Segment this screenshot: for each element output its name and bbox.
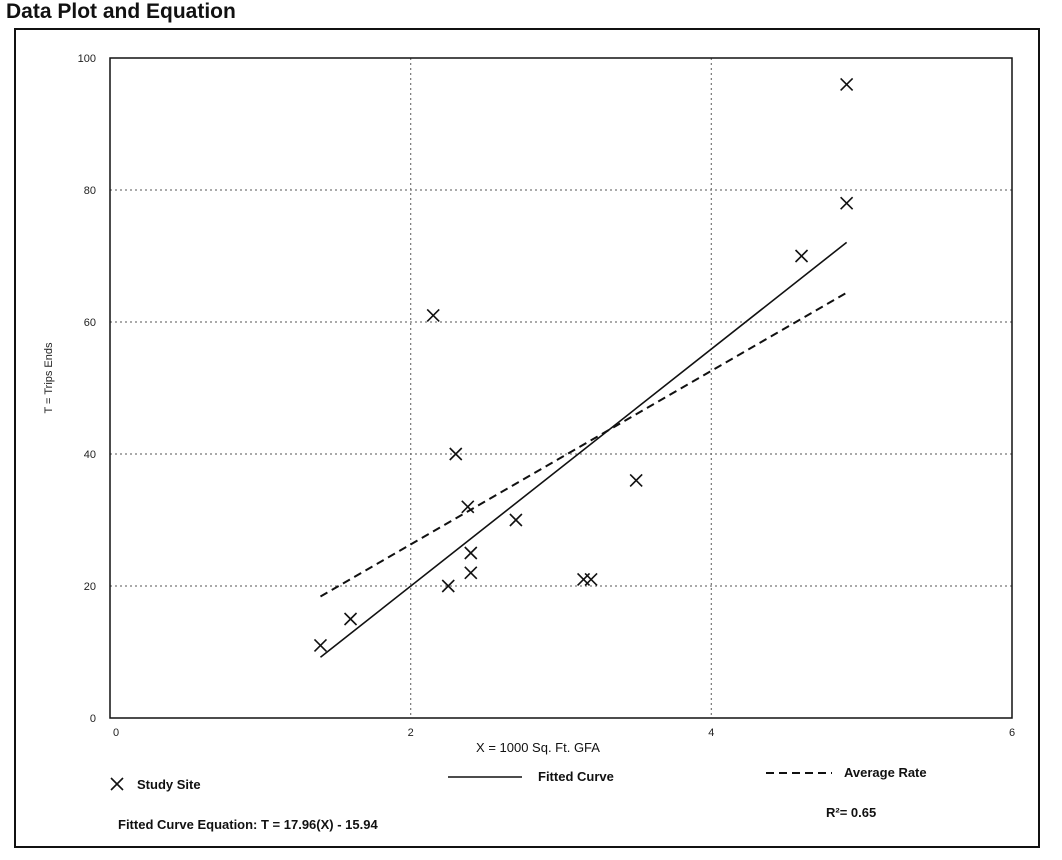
fitted-curve-line: [319, 241, 848, 658]
data-points: [313, 77, 854, 652]
point-stroke: [840, 196, 854, 210]
legend-average-rate-label: Average Rate: [844, 765, 927, 780]
point-stroke: [840, 77, 854, 91]
trend-lines: [319, 241, 848, 658]
y-tick-label: 0: [90, 713, 96, 725]
y-tick-label: 40: [84, 449, 96, 461]
r-squared-label: R²= 0.65: [826, 805, 876, 820]
study-site-point: [461, 500, 475, 514]
legend-marker-stroke: [110, 777, 124, 791]
y-tick-label: 20: [84, 581, 96, 593]
x-tick-label: 6: [1009, 727, 1015, 739]
point-stroke: [629, 473, 643, 487]
point-stroke: [441, 579, 455, 593]
study-site-point: [629, 473, 643, 487]
point-stroke: [794, 249, 809, 263]
point-stroke: [461, 500, 475, 514]
study-site-point: [441, 579, 455, 593]
legend-fitted-curve-label: Fitted Curve: [538, 769, 614, 784]
study-site-point: [464, 566, 478, 580]
study-site-point: [584, 572, 598, 586]
point-stroke: [464, 546, 478, 560]
study-site-point: [840, 77, 854, 91]
average-rate-line: [319, 291, 848, 598]
legend-study-site-marker: [110, 777, 124, 791]
fitted-curve-equation: Fitted Curve Equation: T = 17.96(X) - 15…: [118, 817, 378, 832]
chart-frame: [14, 28, 1040, 848]
y-tick-label: 80: [84, 185, 96, 197]
point-stroke: [313, 638, 328, 652]
point-stroke: [426, 308, 440, 322]
study-site-point: [313, 638, 328, 652]
legend: Study Site Fitted Curve Average Rate: [110, 765, 927, 792]
x-tick-label: 0: [113, 727, 119, 739]
x-tick-label: 4: [708, 727, 714, 739]
plot-area: [109, 57, 1013, 719]
y-axis-label: T = Trips Ends: [43, 342, 55, 414]
study-site-point: [509, 513, 523, 527]
point-stroke: [584, 572, 598, 586]
study-site-point: [426, 308, 440, 322]
page-title: Data Plot and Equation: [6, 0, 236, 23]
point-stroke: [449, 447, 463, 461]
x-axis-label: X = 1000 Sq. Ft. GFA: [476, 740, 600, 755]
study-site-point: [464, 546, 478, 560]
grid-lines: [110, 58, 1012, 718]
study-site-point: [794, 249, 809, 263]
study-site-point: [449, 447, 463, 461]
point-stroke: [509, 513, 523, 527]
point-stroke: [464, 566, 478, 580]
x-tick-label: 2: [408, 727, 414, 739]
study-site-point: [343, 612, 358, 626]
point-stroke: [343, 612, 358, 626]
study-site-point: [840, 196, 854, 210]
y-tick-label: 100: [78, 53, 96, 65]
y-tick-label: 60: [84, 317, 96, 329]
legend-study-site-label: Study Site: [137, 777, 201, 792]
